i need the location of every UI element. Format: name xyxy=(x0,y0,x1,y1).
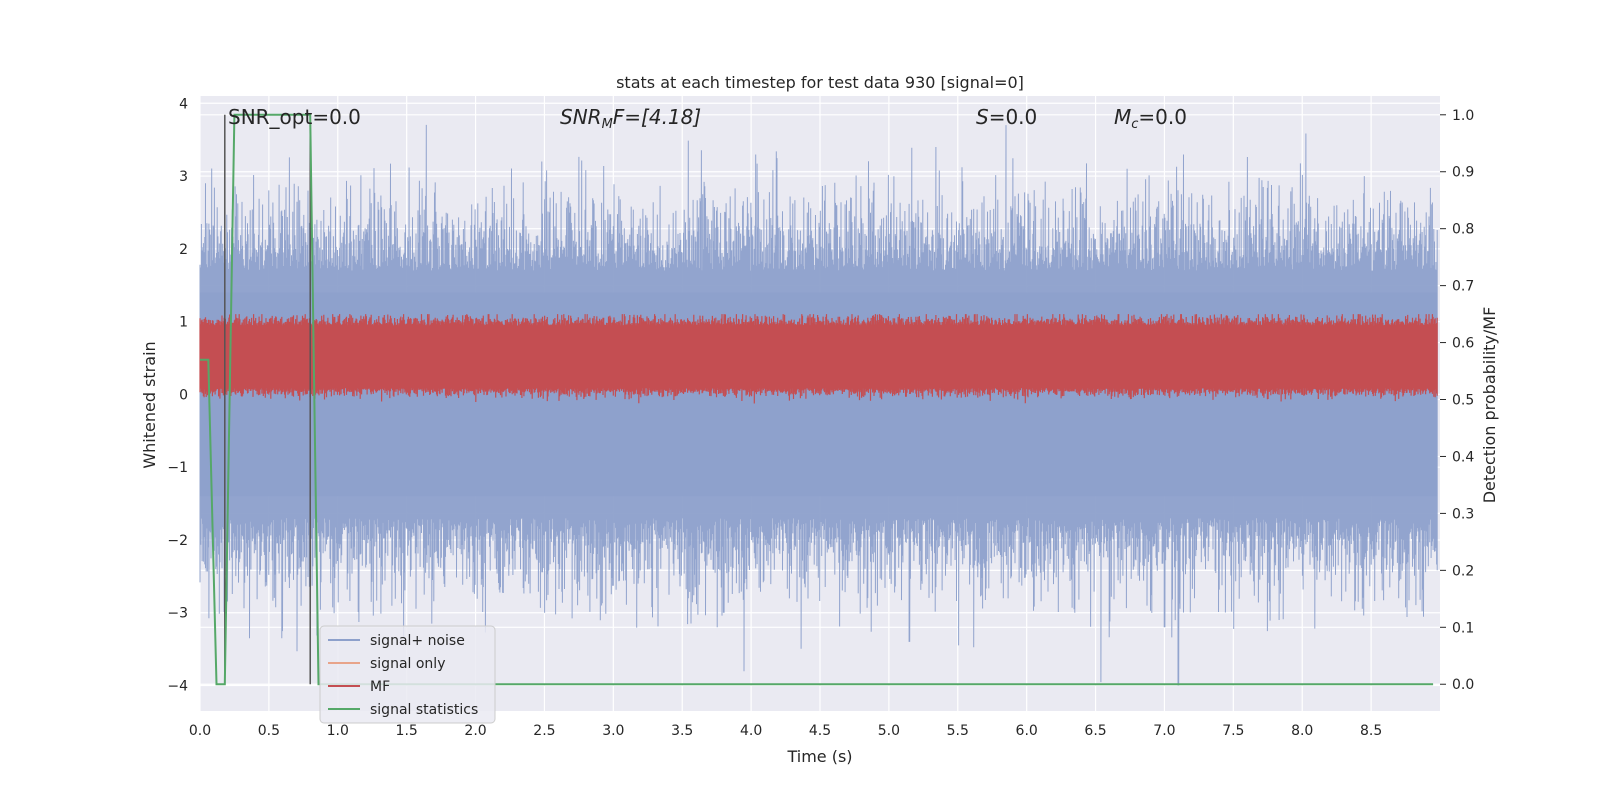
legend-label-signal-noise: signal+ noise xyxy=(370,633,465,649)
y2-tick-label: 0.9 xyxy=(1452,165,1474,181)
y-tick-label: 3 xyxy=(179,169,188,185)
x-axis-ticks: 0.0 0.5 1.0 1.5 2.0 2.5 3.0 3.5 4.0 4.5 5.0 5.5 6.0 6… xyxy=(189,723,1382,739)
y-tick-label: 1 xyxy=(179,315,188,331)
x-tick-label: 4.0 xyxy=(740,723,762,739)
y-tick-label: −1 xyxy=(167,460,188,476)
y2-tick-label: 0.5 xyxy=(1452,393,1474,409)
annotation-snr-mf: SNRMF=[4.18] xyxy=(560,105,701,132)
series-signal-statistics xyxy=(200,113,1434,686)
y2-tick-label: 0.8 xyxy=(1452,222,1474,238)
y2-tick-label: 0.0 xyxy=(1452,677,1474,693)
x-tick-label: 8.0 xyxy=(1291,723,1313,739)
y2-axis-ticks: 0.0 0.1 0.2 0.3 0.4 0.5 0.6 0.7 0.8 0.9 1.0 xyxy=(1440,108,1474,693)
legend-box xyxy=(319,625,496,724)
y2-tick-label: 0.6 xyxy=(1452,336,1474,352)
y-tick-label: 4 xyxy=(179,96,188,112)
mc-sub: c xyxy=(1131,117,1138,132)
snr-mf-rest: F=[4.18] xyxy=(613,105,701,129)
x-tick-label: 0.5 xyxy=(258,723,280,739)
x-tick-label: 1.5 xyxy=(396,723,418,739)
x-tick-label: 1.0 xyxy=(327,723,349,739)
x-tick-label: 6.0 xyxy=(1016,723,1038,739)
y2-tick-label: 0.7 xyxy=(1452,279,1474,295)
x-tick-label: 5.5 xyxy=(947,723,969,739)
annotation-mc: Mc=0.0 xyxy=(1114,105,1187,132)
y-tick-label: 2 xyxy=(179,242,188,258)
y2-tick-label: 0.2 xyxy=(1452,563,1474,579)
series-mf xyxy=(199,314,1438,404)
x-tick-label: 2.0 xyxy=(464,723,486,739)
y2-tick-label: 1.0 xyxy=(1452,108,1474,124)
s-value: =0.0 xyxy=(989,105,1038,129)
x-axis-title: Time (s) xyxy=(786,747,852,766)
noise-trace xyxy=(199,124,1438,686)
mc-value: =0.0 xyxy=(1138,105,1187,129)
x-tick-label: 3.0 xyxy=(602,723,624,739)
chart-title: stats at each timestep for test data 930… xyxy=(616,73,1024,92)
y-axis-title: Whitened strain xyxy=(140,341,159,468)
vertical-markers xyxy=(224,114,311,685)
x-tick-label: 7.0 xyxy=(1153,723,1175,739)
y2-tick-label: 0.1 xyxy=(1452,620,1474,636)
x-tick-label: 3.5 xyxy=(671,723,693,739)
y-tick-label: −2 xyxy=(167,533,188,549)
x-tick-label: 2.5 xyxy=(533,723,555,739)
y2-tick-label: 0.3 xyxy=(1452,506,1474,522)
y2-axis-title: Detection probability/MF xyxy=(1480,307,1499,504)
s-label: S xyxy=(976,105,989,129)
y-axis-ticks: −4 −3 −2 −1 0 1 2 3 4 xyxy=(167,96,188,694)
mc-label: M xyxy=(1114,105,1131,129)
snr-mf-label: SNR xyxy=(560,105,602,129)
y-tick-label: 0 xyxy=(179,387,188,403)
legend-label-signal-statistics: signal statistics xyxy=(370,702,478,718)
x-tick-label: 5.0 xyxy=(878,723,900,739)
x-tick-label: 0.0 xyxy=(189,723,211,739)
x-tick-label: 6.5 xyxy=(1084,723,1106,739)
x-tick-label: 7.5 xyxy=(1222,723,1244,739)
y2-tick-label: 0.4 xyxy=(1452,449,1474,465)
y-tick-label: −3 xyxy=(167,606,188,622)
legend-label-mf: MF xyxy=(370,679,390,695)
y-tick-label: −4 xyxy=(167,679,188,695)
snr-mf-sub: M xyxy=(602,117,613,132)
legend: signal+ noise signal only MF signal stat… xyxy=(319,625,496,724)
legend-label-signal-only: signal only xyxy=(370,656,445,672)
annotation-s: S=0.0 xyxy=(976,105,1037,129)
signal-statistics-line xyxy=(200,113,1434,686)
mf-trace xyxy=(199,314,1438,404)
annotation-snr-opt: SNR_opt=0.0 xyxy=(228,105,361,129)
x-tick-label: 4.5 xyxy=(809,723,831,739)
x-tick-label: 8.5 xyxy=(1360,723,1382,739)
